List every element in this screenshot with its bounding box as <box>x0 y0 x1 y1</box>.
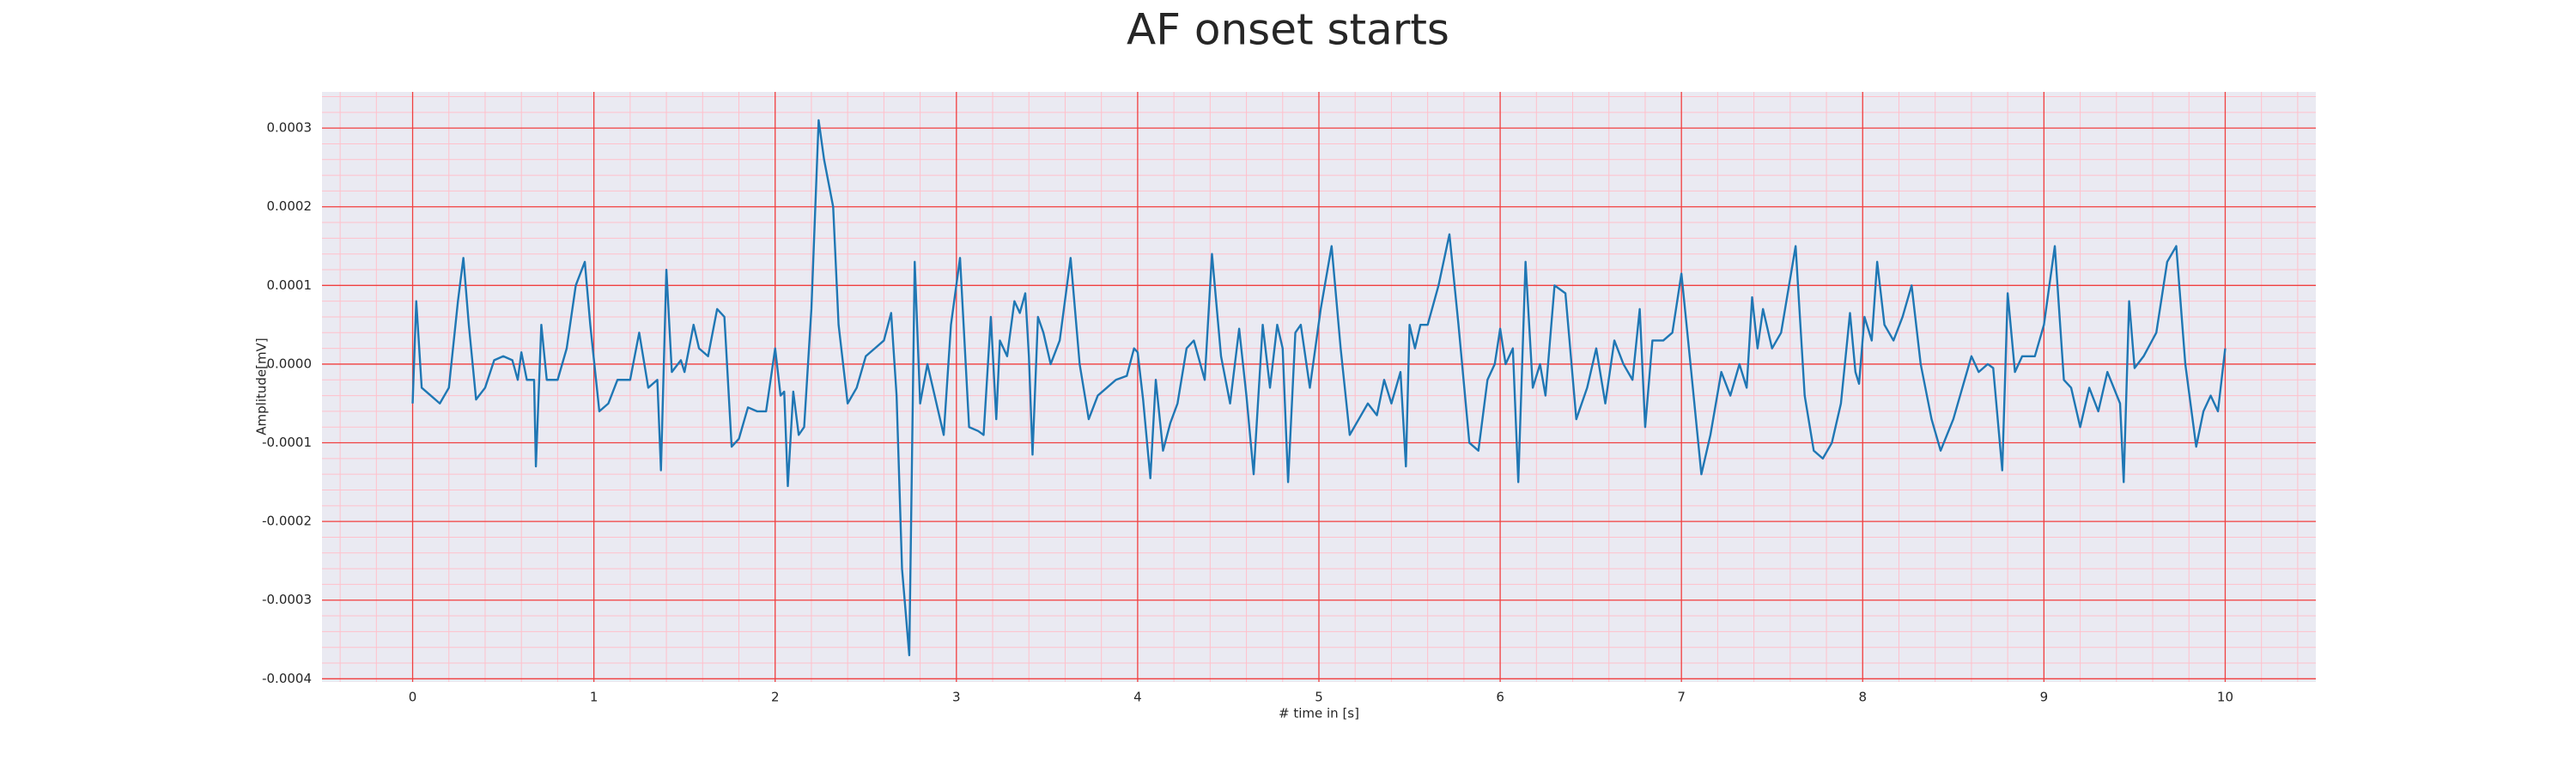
x-tick-label: 6 <box>1496 690 1504 705</box>
x-tick-label: 5 <box>1315 690 1323 705</box>
y-tick-label: 0.0002 <box>267 198 313 214</box>
y-axis-label: Amplitude[mV] <box>254 338 270 435</box>
x-tick-label: 10 <box>2217 690 2233 705</box>
y-tick-label: 0.0001 <box>267 277 313 293</box>
x-tick-label: 0 <box>409 690 417 705</box>
x-tick-label: 1 <box>590 690 598 705</box>
y-tick-label: -0.0002 <box>262 514 312 529</box>
x-tick-label: 7 <box>1677 690 1686 705</box>
y-tick-label: -0.0001 <box>262 435 312 450</box>
y-tick-label: 0.0003 <box>267 120 313 136</box>
chart-title: AF onset starts <box>1127 5 1449 55</box>
y-tick-label: -0.0003 <box>262 592 312 607</box>
y-tick-label: 0.0000 <box>267 356 313 371</box>
line-series <box>411 119 2227 657</box>
x-tick-label: 2 <box>771 690 780 705</box>
y-tick-label: -0.0004 <box>262 671 312 686</box>
x-tick-label: 4 <box>1133 690 1142 705</box>
x-tick-label: 3 <box>952 690 961 705</box>
x-axis-label: # time in [s] <box>1279 706 1359 721</box>
x-tick-label: 8 <box>1858 690 1867 705</box>
x-tick-label: 9 <box>2040 690 2049 705</box>
